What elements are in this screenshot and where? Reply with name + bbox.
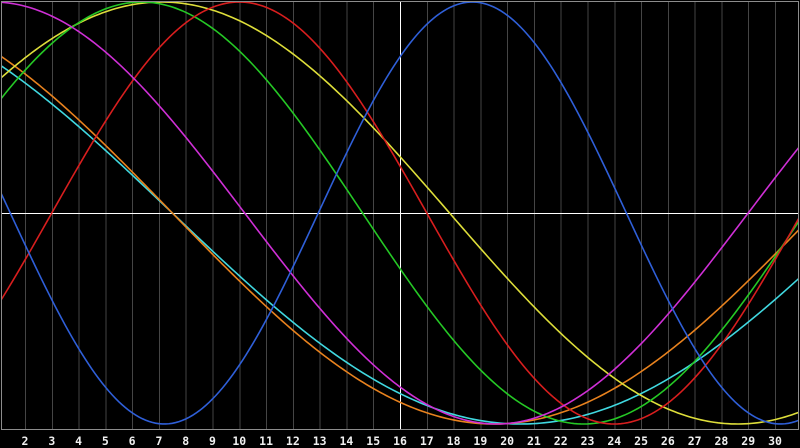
series-line-green-wave bbox=[2, 2, 798, 425]
x-tick-label-11: 11 bbox=[259, 434, 273, 448]
series-line-orange-wave bbox=[2, 55, 798, 425]
x-tick-label-24: 24 bbox=[607, 434, 621, 448]
plot-frame bbox=[1, 1, 799, 430]
x-tick-labels: 2 3 4 5 6 7 8 9 10 11 12 13 14 15 16 17 18 19 20 21 22 23 24 25… bbox=[22, 434, 782, 448]
x-tick-label-13: 13 bbox=[313, 434, 327, 448]
x-tick-label-29: 29 bbox=[741, 434, 755, 448]
x-tick-label-18: 18 bbox=[447, 434, 461, 448]
x-tick-label-9: 9 bbox=[209, 434, 216, 448]
x-tick-label-5: 5 bbox=[102, 434, 109, 448]
x-tick-label-20: 20 bbox=[500, 434, 514, 448]
series-line-yellow-wave bbox=[2, 2, 798, 425]
x-tick-label-4: 4 bbox=[75, 434, 82, 448]
x-tick-label-6: 6 bbox=[129, 434, 136, 448]
x-tick-label-28: 28 bbox=[714, 434, 728, 448]
x-tick-label-26: 26 bbox=[661, 434, 675, 448]
x-tick-label-17: 17 bbox=[420, 434, 434, 448]
x-tick-label-23: 23 bbox=[581, 434, 595, 448]
x-tick-label-30: 30 bbox=[768, 434, 782, 448]
series-line-red-wave bbox=[2, 2, 798, 425]
x-tick-label-8: 8 bbox=[182, 434, 189, 448]
series-curves bbox=[2, 2, 798, 425]
x-tick-label-14: 14 bbox=[339, 434, 353, 448]
x-tick-label-3: 3 bbox=[48, 434, 55, 448]
x-tick-label-10: 10 bbox=[232, 434, 246, 448]
x-tick-label-19: 19 bbox=[473, 434, 487, 448]
series-line-magenta-wave bbox=[2, 2, 798, 425]
x-tick-label-2: 2 bbox=[22, 434, 29, 448]
x-tick-label-21: 21 bbox=[527, 434, 541, 448]
x-tick-label-15: 15 bbox=[366, 434, 380, 448]
series-line-cyan-wave bbox=[2, 65, 798, 425]
zero-axes bbox=[2, 2, 798, 429]
x-tick-label-12: 12 bbox=[286, 434, 300, 448]
x-tick-label-27: 27 bbox=[688, 434, 702, 448]
x-tick-label-25: 25 bbox=[634, 434, 648, 448]
series-line-blue-wave bbox=[2, 2, 798, 425]
x-tick-label-7: 7 bbox=[155, 434, 162, 448]
x-tick-label-16: 16 bbox=[393, 434, 407, 448]
x-tick-label-22: 22 bbox=[554, 434, 568, 448]
